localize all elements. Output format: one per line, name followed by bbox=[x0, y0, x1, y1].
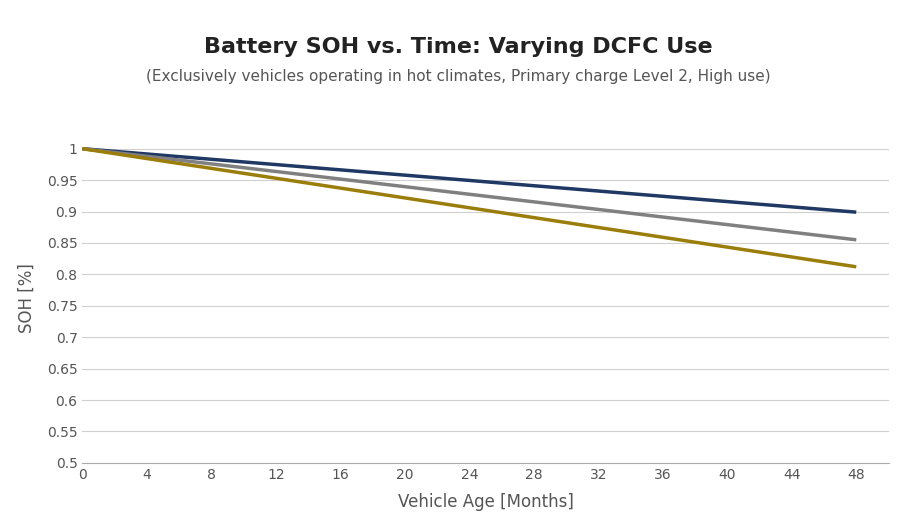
Y-axis label: SOH [%]: SOH [%] bbox=[17, 263, 36, 333]
Text: Battery SOH vs. Time: Varying DCFC Use: Battery SOH vs. Time: Varying DCFC Use bbox=[203, 37, 713, 57]
X-axis label: Vehicle Age [Months]: Vehicle Age [Months] bbox=[398, 493, 573, 511]
Text: (Exclusively vehicles operating in hot climates, Primary charge Level 2, High us: (Exclusively vehicles operating in hot c… bbox=[146, 69, 770, 84]
